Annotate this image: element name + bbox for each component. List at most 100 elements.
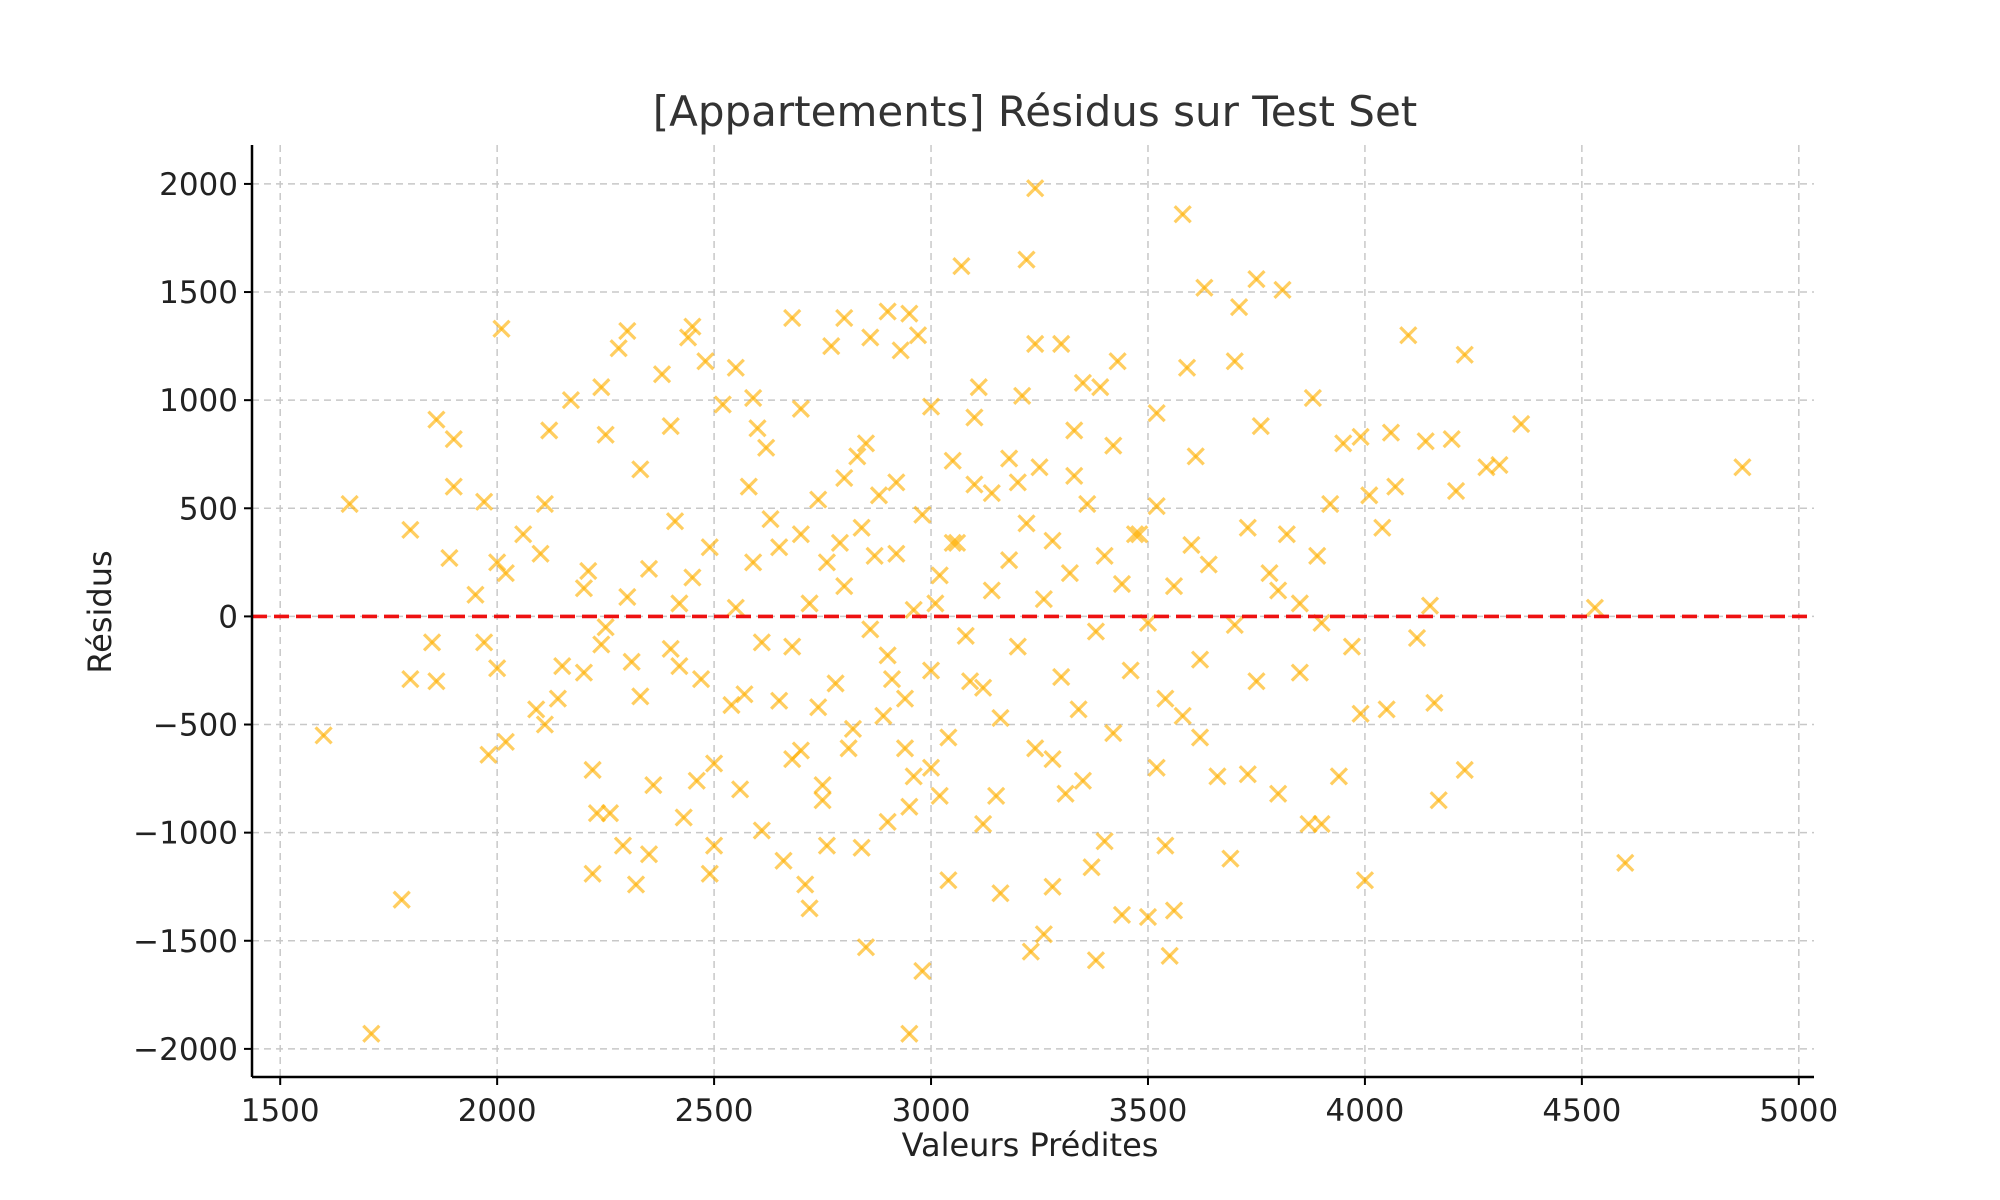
data-point — [631, 460, 650, 479]
data-point — [401, 669, 420, 689]
y-tick-label: −2000 — [133, 1032, 238, 1068]
data-point — [991, 884, 1010, 903]
data-point — [878, 302, 897, 321]
data-point — [817, 553, 837, 572]
x-tick-label: 4000 — [1325, 1093, 1404, 1129]
data-point — [574, 579, 594, 598]
data-point — [700, 538, 719, 557]
data-point — [861, 328, 880, 347]
data-point — [613, 836, 633, 855]
data-point — [674, 808, 693, 827]
data-point — [744, 553, 763, 572]
data-point — [488, 659, 507, 678]
data-point — [1017, 250, 1036, 269]
data-point — [1442, 429, 1461, 449]
data-point — [1000, 551, 1019, 570]
data-point — [965, 475, 984, 494]
data-point — [1078, 494, 1097, 514]
data-point — [1034, 589, 1053, 609]
data-point — [800, 899, 819, 918]
data-point — [704, 836, 724, 855]
data-point — [1026, 739, 1045, 758]
data-point — [1052, 667, 1071, 687]
y-tick-label: −1000 — [133, 816, 238, 852]
data-point — [1290, 663, 1309, 682]
data-point — [1104, 436, 1123, 455]
data-point — [982, 484, 1001, 503]
data-point — [427, 410, 446, 429]
y-tick-label: −500 — [153, 708, 238, 744]
data-point — [583, 760, 602, 780]
data-point — [835, 468, 854, 488]
data-point — [1052, 334, 1071, 354]
data-point — [1112, 574, 1132, 594]
data-point — [1351, 427, 1370, 447]
data-point — [1334, 434, 1353, 453]
data-point — [652, 365, 672, 384]
data-point — [822, 336, 841, 356]
data-point — [1299, 814, 1318, 834]
data-point — [1455, 345, 1474, 364]
data-point — [865, 546, 884, 565]
data-point — [340, 494, 359, 514]
data-point — [1147, 404, 1166, 423]
data-point — [496, 564, 515, 583]
data-point — [1108, 352, 1127, 371]
data-point — [1095, 546, 1114, 565]
data-point — [930, 786, 949, 806]
data-point — [835, 308, 854, 328]
data-point — [496, 732, 515, 751]
x-axis-label: Valeurs Prédites — [902, 1126, 1159, 1164]
data-point — [826, 674, 845, 693]
data-point — [783, 308, 802, 328]
data-point — [587, 804, 607, 823]
data-point — [553, 657, 572, 676]
data-point — [809, 490, 828, 509]
data-point — [1160, 946, 1179, 966]
data-point — [752, 821, 771, 840]
data-point — [730, 780, 750, 799]
data-point — [1186, 447, 1205, 466]
data-point — [596, 618, 615, 637]
data-point — [843, 719, 863, 738]
data-point — [848, 447, 867, 466]
data-point — [956, 626, 975, 645]
data-point — [861, 620, 880, 639]
data-point — [735, 685, 754, 704]
data-point — [878, 812, 897, 831]
data-point — [1247, 672, 1266, 691]
data-point — [1416, 432, 1435, 451]
data-point — [1303, 388, 1322, 408]
data-point — [1386, 477, 1405, 496]
data-point — [1164, 577, 1184, 596]
data-point — [882, 669, 902, 689]
y-tick-label: −1500 — [133, 924, 238, 960]
data-point — [631, 687, 650, 706]
data-point — [1260, 564, 1279, 583]
data-point — [952, 256, 971, 276]
data-point — [1091, 378, 1110, 397]
data-point — [921, 758, 941, 777]
data-point — [887, 544, 906, 563]
data-point — [1221, 849, 1240, 868]
data-point — [1086, 951, 1106, 970]
data-point — [1377, 700, 1396, 719]
data-point — [314, 726, 333, 745]
data-point — [618, 587, 637, 607]
data-point — [757, 438, 776, 457]
data-point — [1585, 598, 1605, 617]
data-point — [1277, 525, 1296, 544]
data-point — [592, 635, 611, 654]
data-point — [700, 864, 719, 883]
data-point — [830, 533, 850, 553]
data-point — [856, 938, 876, 957]
data-point — [1247, 269, 1266, 289]
data-point — [1156, 836, 1175, 855]
data-point — [891, 341, 910, 360]
data-point — [913, 505, 932, 524]
data-point — [817, 836, 837, 855]
data-point — [1073, 771, 1093, 790]
data-point — [939, 871, 958, 890]
data-point — [926, 594, 945, 613]
